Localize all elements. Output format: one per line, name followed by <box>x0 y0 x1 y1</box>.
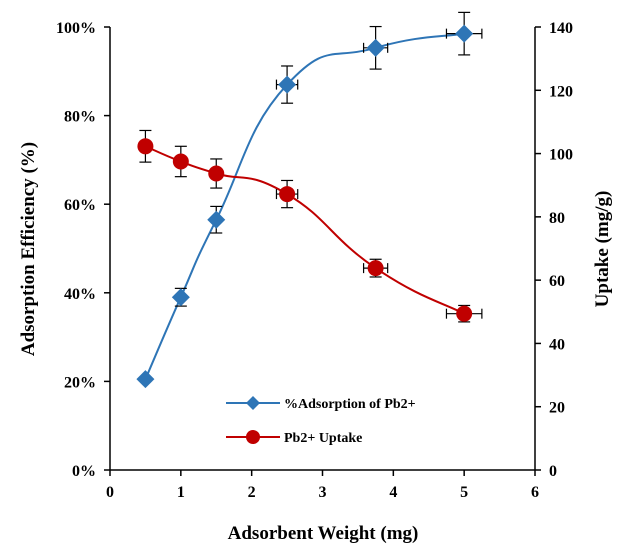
x-tick-label: 5 <box>460 484 468 501</box>
legend-label-adsorption: %Adsorption of Pb2+ <box>284 397 416 412</box>
y2-tick-label: 80 <box>549 210 565 227</box>
legend-entry-adsorption: %Adsorption of Pb2+ <box>226 396 416 412</box>
y-tick-label: 60% <box>64 197 96 214</box>
x-tick-label: 2 <box>248 484 256 501</box>
data-point-adsorption <box>278 75 297 94</box>
x-tick-label: 0 <box>106 484 114 501</box>
data-point-uptake <box>367 260 384 277</box>
y-tick-label: 40% <box>64 286 96 303</box>
y2-tick-label: 140 <box>549 20 573 37</box>
y-tick-label: 0% <box>72 463 96 480</box>
legend-entry-uptake: Pb2+ Uptake <box>226 430 362 446</box>
y-tick-label: 100% <box>56 20 96 37</box>
data-point-adsorption <box>171 288 190 307</box>
series-line-uptake <box>145 145 465 315</box>
legend-diamond-marker <box>246 396 260 410</box>
legend: %Adsorption of Pb2+ Pb2+ Uptake <box>226 396 416 446</box>
data-point-uptake <box>279 186 296 203</box>
y2-tick-label: 20 <box>549 400 565 417</box>
x-tick-label: 3 <box>319 484 327 501</box>
x-axis-title: Adsorbent Weight (mg) <box>228 523 419 544</box>
legend-circle-marker <box>246 430 260 444</box>
data-point-uptake <box>172 153 189 170</box>
x-tick-label: 6 <box>531 484 539 501</box>
x-tick-label: 4 <box>389 484 397 501</box>
data-point-adsorption <box>366 38 385 57</box>
y-tick-label: 20% <box>64 374 96 391</box>
legend-label-uptake: Pb2+ Uptake <box>284 431 362 446</box>
y2-tick-label: 60 <box>549 273 565 290</box>
y-tick-label: 80% <box>64 109 96 126</box>
data-point-uptake <box>137 138 154 155</box>
data-point-adsorption <box>207 210 226 229</box>
y2-tick-label: 40 <box>549 336 565 353</box>
y2-tick-label: 0 <box>549 463 557 480</box>
data-point-uptake <box>456 305 473 322</box>
plot-area: 0 1 2 3 4 5 60%20%40%60%80%100%020406080100120… <box>56 11 573 501</box>
data-point-uptake <box>208 165 225 182</box>
y2-tick-label: 120 <box>549 83 573 100</box>
y2-axis-title: Uptake (mg/g) <box>592 191 613 308</box>
data-point-adsorption <box>455 24 474 43</box>
data-point-adsorption <box>136 370 155 389</box>
y-axis-title: Adsorption Efficiency (%) <box>18 142 39 356</box>
y2-tick-label: 100 <box>549 147 573 164</box>
x-tick-label: 1 <box>177 484 185 501</box>
